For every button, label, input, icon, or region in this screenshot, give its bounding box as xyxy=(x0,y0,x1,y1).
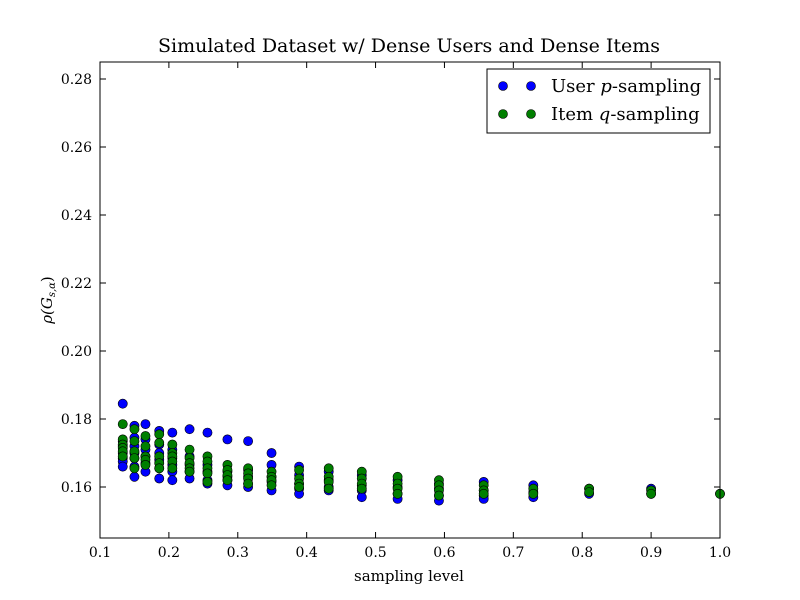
x-tick-label: 0.9 xyxy=(640,545,662,561)
user-p-sampling-point xyxy=(117,461,128,472)
y-axis-title-subscript: s,α xyxy=(47,282,58,297)
legend-marker-item-left xyxy=(498,109,508,119)
legend-box xyxy=(486,68,711,134)
legend-label-user-var: p xyxy=(600,76,612,97)
item-q-sampling-point xyxy=(129,463,140,474)
series-item-q-sampling xyxy=(117,419,725,501)
item-q-sampling-point xyxy=(323,483,334,494)
item-q-sampling-point xyxy=(129,453,140,463)
y-tick-label: 0.20 xyxy=(61,344,92,360)
item-q-sampling-point xyxy=(434,490,444,501)
x-tick-label: 1.0 xyxy=(709,545,731,561)
item-q-sampling-point xyxy=(167,439,178,450)
item-q-sampling-point xyxy=(140,441,151,452)
user-p-sampling-point xyxy=(140,419,151,429)
y-axis-title-main: ρ(G xyxy=(38,297,56,325)
x-tick-label: 0.8 xyxy=(571,545,593,561)
item-q-sampling-point xyxy=(222,475,233,486)
plot-frame xyxy=(99,61,721,539)
item-q-sampling-point xyxy=(392,488,403,499)
y-tick-label: 0.24 xyxy=(61,208,92,224)
user-p-sampling-point xyxy=(184,424,195,435)
y-tick-label: 0.26 xyxy=(61,140,92,156)
item-q-sampling-point xyxy=(129,436,140,446)
legend-label-user: User p-sampling xyxy=(551,76,701,97)
x-tick-label: 0.2 xyxy=(158,545,180,561)
y-tick-label: 0.16 xyxy=(61,480,92,496)
item-q-sampling-point xyxy=(184,466,195,477)
item-q-sampling-point xyxy=(184,444,195,455)
legend-label-user-suffix: -sampling xyxy=(612,76,701,97)
item-q-sampling-point xyxy=(117,451,128,462)
x-tick-label: 0.6 xyxy=(433,545,455,561)
item-q-sampling-point xyxy=(323,463,334,474)
item-q-sampling-point xyxy=(294,465,304,475)
user-p-sampling-point xyxy=(167,475,178,486)
y-axis: 0.16 0.18 0.20 0.22 0.24 0.26 0.28 xyxy=(61,72,720,496)
legend-label-item-var: q xyxy=(599,104,611,125)
y-tick-label: 0.28 xyxy=(61,72,92,88)
x-tick-label: 0.5 xyxy=(364,545,386,561)
item-q-sampling-point xyxy=(117,419,128,429)
item-q-sampling-point xyxy=(266,480,277,491)
item-q-sampling-point xyxy=(154,463,165,474)
user-p-sampling-point xyxy=(117,398,128,409)
legend-label-item: Item q-sampling xyxy=(551,104,700,125)
user-p-sampling-point xyxy=(356,492,367,503)
x-tick-label: 0.3 xyxy=(227,545,249,561)
user-p-sampling-point xyxy=(129,471,140,482)
item-q-sampling-point xyxy=(140,459,151,470)
item-q-sampling-point xyxy=(202,468,213,479)
user-p-sampling-point xyxy=(202,427,213,438)
legend-marker-item-right xyxy=(526,109,536,119)
item-q-sampling-point xyxy=(154,437,165,448)
item-q-sampling-point xyxy=(129,424,140,435)
y-tick-label: 0.22 xyxy=(61,276,92,292)
legend-marker-user-left xyxy=(498,81,508,91)
item-q-sampling-point xyxy=(584,487,595,497)
user-p-sampling-point xyxy=(167,427,178,438)
item-q-sampling-point xyxy=(646,488,657,499)
legend-marker-user-right xyxy=(526,81,536,91)
user-p-sampling-point xyxy=(243,436,254,446)
legend-label-user-prefix: User xyxy=(551,76,600,97)
y-axis-title: ρ(Gs,α) xyxy=(38,276,58,325)
legend-label-item-suffix: -sampling xyxy=(610,104,699,125)
y-axis-title-suffix: ) xyxy=(38,276,56,282)
item-q-sampling-point xyxy=(243,478,254,489)
x-tick-label: 0.4 xyxy=(296,545,318,561)
x-axis-title: sampling level xyxy=(354,567,464,585)
chart-title: Simulated Dataset w/ Dense Users and Den… xyxy=(158,35,660,57)
legend-label-item-prefix: Item xyxy=(551,104,599,125)
x-tick-label: 0.7 xyxy=(502,545,524,561)
item-q-sampling-point xyxy=(154,429,165,440)
y-tick-label: 0.18 xyxy=(61,412,92,428)
item-q-sampling-point xyxy=(478,488,489,499)
item-q-sampling-point xyxy=(528,488,539,499)
item-q-sampling-point xyxy=(356,483,367,494)
legend: User p-sampling Item q-sampling xyxy=(486,68,711,134)
x-tick-label: 0.1 xyxy=(89,545,111,561)
item-q-sampling-point xyxy=(167,463,178,474)
item-q-sampling-point xyxy=(294,482,304,492)
points-layer xyxy=(117,398,725,506)
user-p-sampling-point xyxy=(222,434,233,445)
x-axis: 0.1 0.2 0.3 0.4 0.5 0.6 0.7 0.8 0.9 1.0 xyxy=(89,62,731,561)
user-p-sampling-point xyxy=(266,448,277,458)
user-p-sampling-point xyxy=(154,473,165,484)
item-q-sampling-point xyxy=(140,431,151,441)
item-q-sampling-point xyxy=(202,476,213,487)
